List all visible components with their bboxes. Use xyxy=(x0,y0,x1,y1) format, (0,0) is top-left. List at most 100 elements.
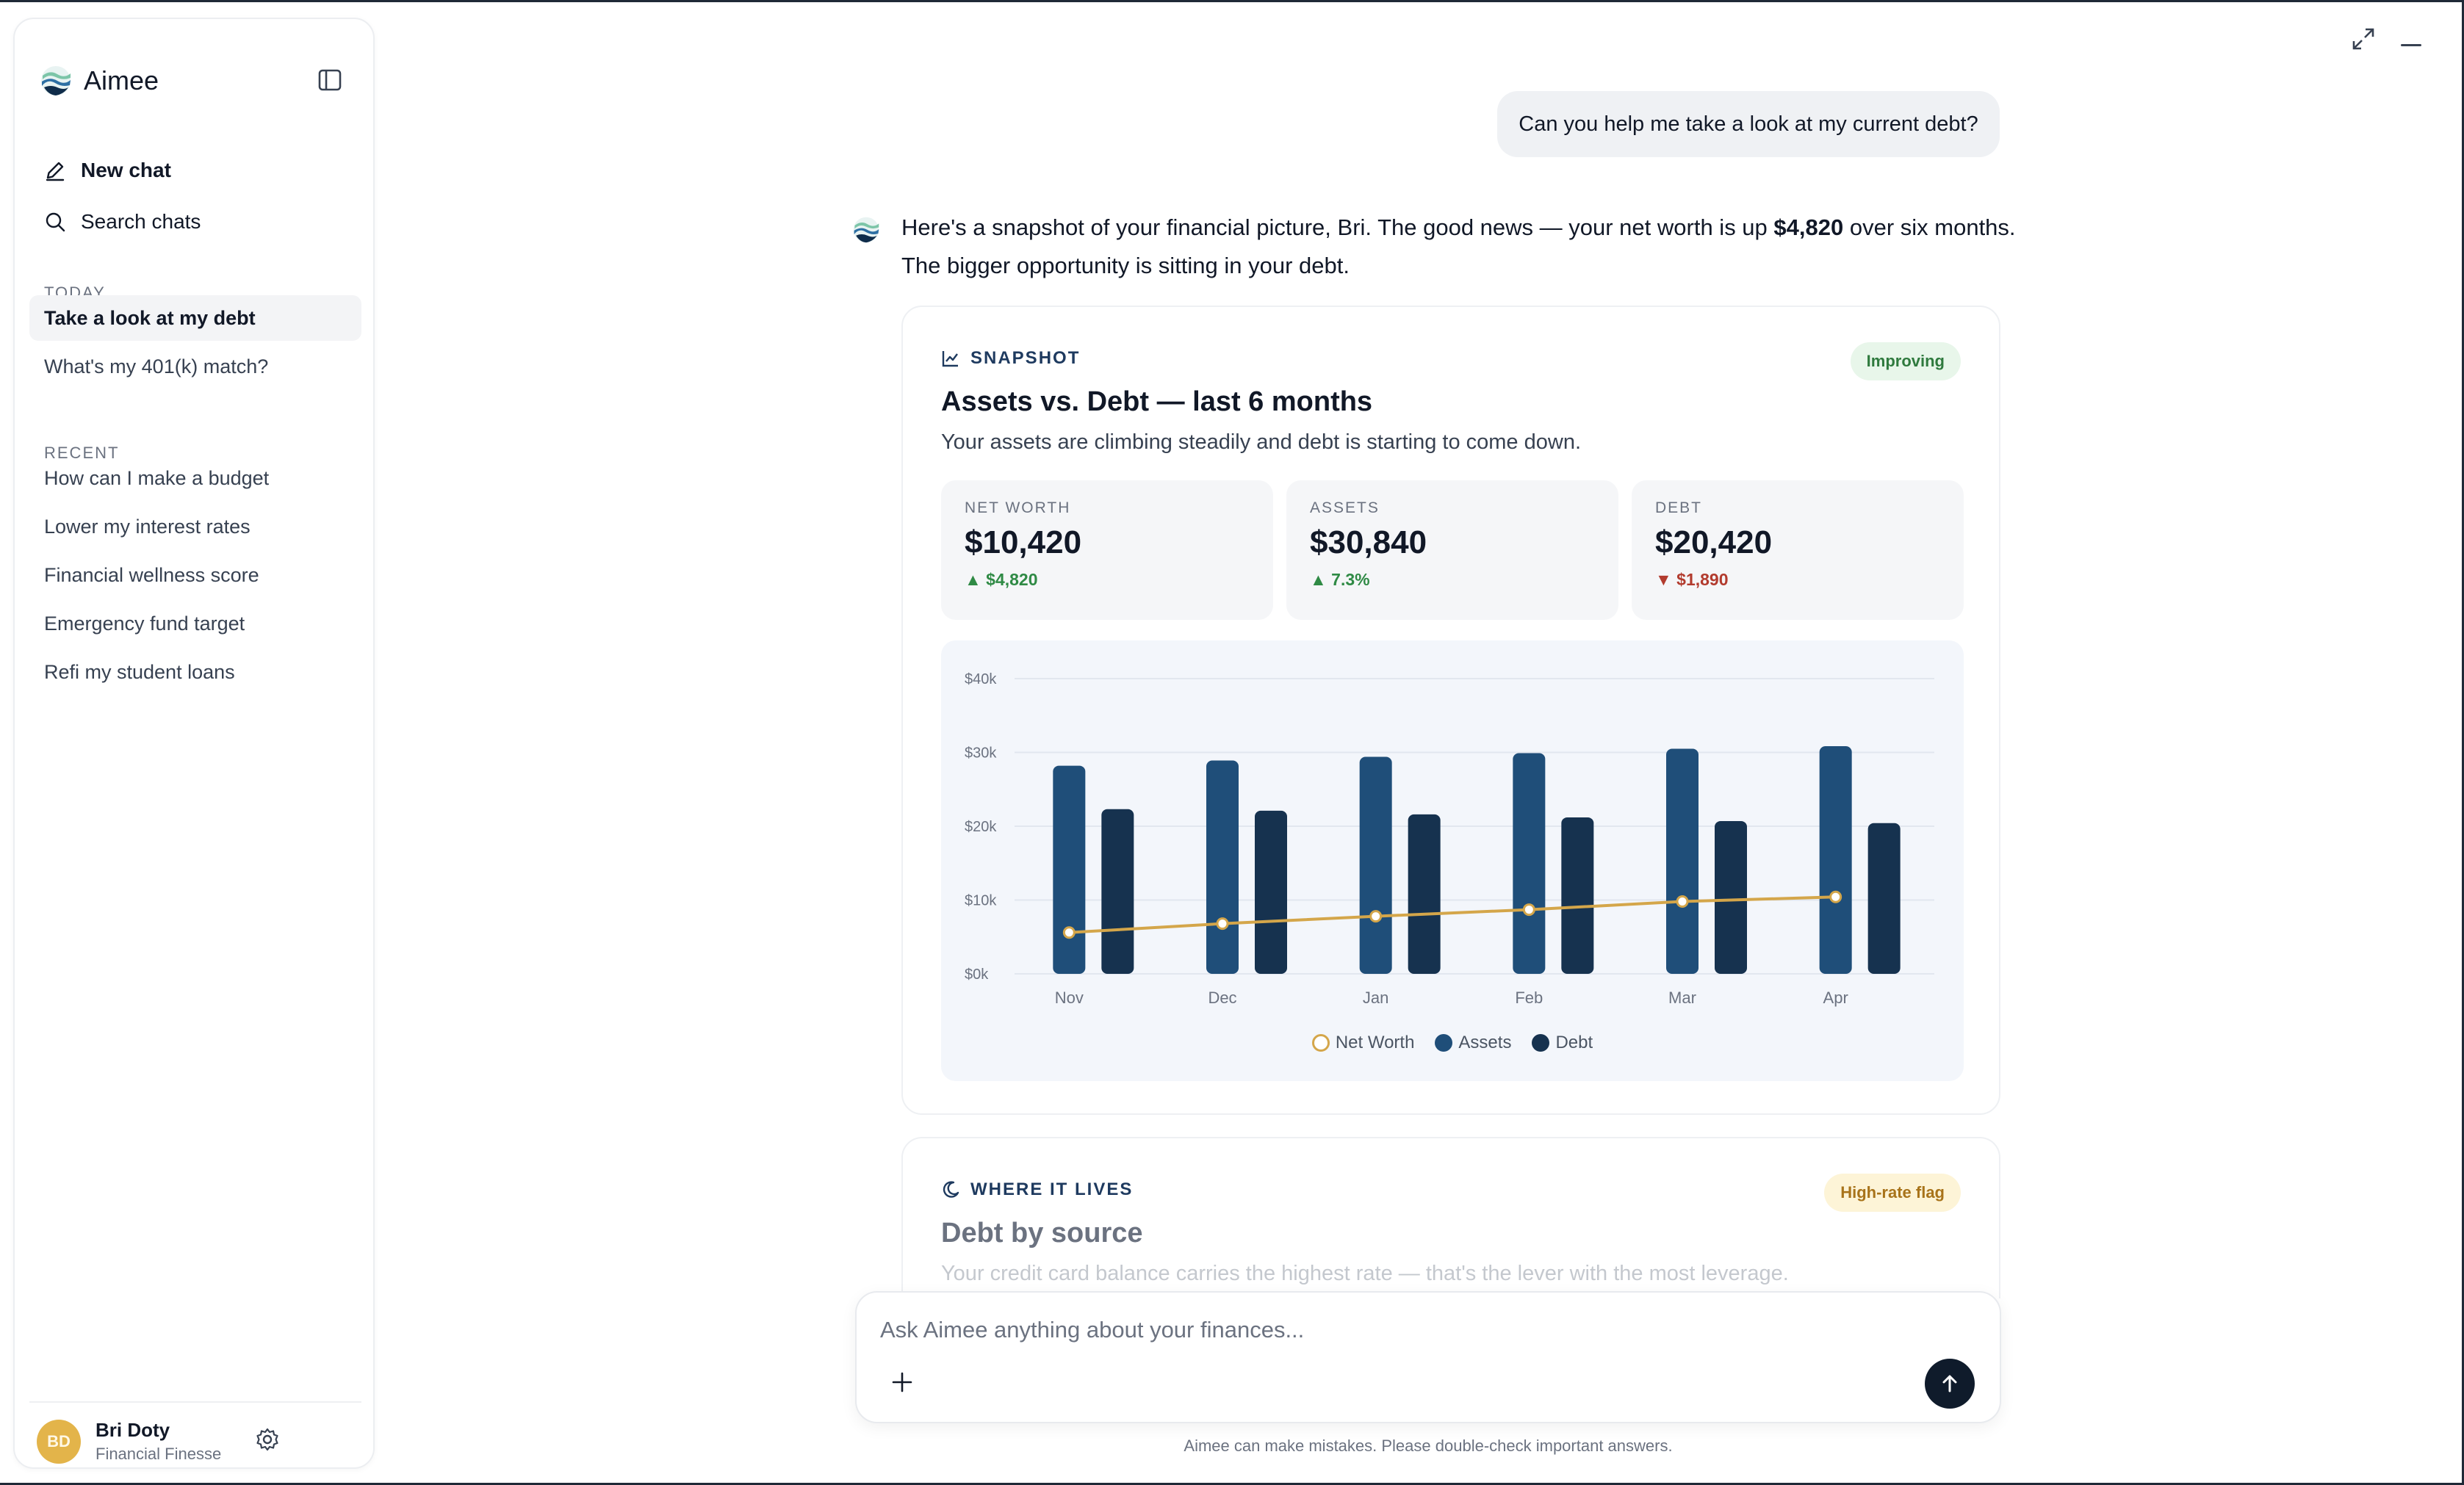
x-tick-label: Dec xyxy=(1208,989,1236,1007)
net-worth-point xyxy=(1676,895,1689,908)
section-label-recent: RECENT xyxy=(44,444,120,462)
stats-row: NET WORTH $10,420 ▲ $4,820 ASSETS $30,84… xyxy=(941,480,1964,620)
bar-assets xyxy=(1513,753,1546,974)
chart-container: $0k $10k $20k $30k $40k Nov Dec Jan Feb Mar Apr Ne… xyxy=(941,640,1964,1081)
card-subtitle: Your assets are climbing steadily and de… xyxy=(941,430,1582,454)
assistant-text-1: Here's a snapshot of your financial pict… xyxy=(901,214,1774,240)
net-worth-point xyxy=(1216,917,1229,931)
app-name: Aimee xyxy=(84,65,159,95)
chart-legend: Net Worth Assets Debt xyxy=(941,1033,1964,1053)
chat-input[interactable] xyxy=(880,1312,1909,1348)
bar-debt xyxy=(1255,810,1287,974)
moon-icon xyxy=(943,1181,959,1198)
sidebar: Aimee New chat Search chats TODAY Take a… xyxy=(13,18,375,1469)
stat-delta: ▲ $4,820 xyxy=(965,570,1038,589)
status-badge: Improving xyxy=(1850,342,1961,380)
user-message-bubble: Can you help me take a look at my curren… xyxy=(1497,91,2000,157)
new-chat-label: New chat xyxy=(81,159,171,181)
net-worth-point xyxy=(1829,890,1842,903)
profile-subtitle: Financial Finesse xyxy=(96,1445,222,1463)
new-chat-button[interactable]: New chat xyxy=(43,153,171,188)
sidebar-toggle-icon[interactable] xyxy=(316,66,344,94)
snapshot-eyebrow-label: SNAPSHOT xyxy=(970,348,1081,368)
history-item-interest[interactable]: Lower my interest rates xyxy=(44,515,251,538)
high-rate-badge: High-rate flag xyxy=(1824,1174,1961,1212)
stat-net-worth: NET WORTH $10,420 ▲ $4,820 xyxy=(941,480,1273,620)
bar-assets xyxy=(1206,760,1239,974)
y-tick-label: $40k xyxy=(965,671,997,687)
legend-label-assets: Assets xyxy=(1458,1033,1512,1052)
expand-icon[interactable] xyxy=(2349,25,2377,53)
search-chats-label: Search chats xyxy=(81,210,201,233)
window-frame-right xyxy=(2462,0,2464,1485)
where-it-lives-card: WHERE IT LIVES High-rate flag Debt by so… xyxy=(901,1137,2000,1298)
bar-assets xyxy=(1359,756,1392,974)
search-icon xyxy=(46,212,65,232)
stat-label: DEBT xyxy=(1655,499,1703,516)
stat-label: ASSETS xyxy=(1310,499,1380,516)
bar-assets xyxy=(1053,765,1086,974)
bar-debt xyxy=(1867,823,1901,974)
bar-assets xyxy=(1666,748,1698,974)
assets-debt-chart: $0k $10k $20k $30k $40k Nov Dec Jan Feb Mar Apr xyxy=(965,671,1934,1007)
arrow-up-icon xyxy=(1942,1375,1957,1392)
plus-icon[interactable] xyxy=(889,1369,915,1395)
history-item-401k[interactable]: What's my 401(k) match? xyxy=(44,355,269,377)
legend-swatch-assets xyxy=(1435,1034,1453,1052)
bar-assets xyxy=(1819,746,1852,974)
x-tick-label: Feb xyxy=(1515,989,1543,1007)
bar-debt xyxy=(1715,820,1747,974)
stat-value: $30,840 xyxy=(1310,524,1427,560)
assistant-text-2: over six months. The bigger opportunity … xyxy=(901,214,2016,278)
net-worth-point xyxy=(1062,926,1076,939)
history-item-budget[interactable]: How can I make a budget xyxy=(44,466,270,489)
where-subtitle: Your credit card balance carries the hig… xyxy=(941,1262,1789,1285)
history-item-refi[interactable]: Refi my student loans xyxy=(44,660,235,683)
profile-name: Bri Doty xyxy=(96,1419,170,1441)
search-chats-button[interactable]: Search chats xyxy=(43,204,201,239)
assistant-message: Here's a snapshot of your financial pict… xyxy=(901,209,2018,285)
brand[interactable]: Aimee xyxy=(40,65,159,97)
send-button[interactable] xyxy=(1925,1359,1975,1409)
line-chart-icon xyxy=(942,351,958,367)
history-item-emergency[interactable]: Emergency fund target xyxy=(44,612,245,635)
window-frame-top xyxy=(0,0,2464,2)
snapshot-eyebrow: SNAPSHOT xyxy=(941,348,1080,369)
legend-swatch-net-worth xyxy=(1311,1034,1330,1052)
history-item-debt[interactable]: Take a look at my debt xyxy=(29,295,361,341)
chat-composer xyxy=(855,1291,2001,1423)
net-worth-point xyxy=(1522,903,1535,917)
bar-debt xyxy=(1408,814,1441,974)
x-tick-label: Jan xyxy=(1363,989,1388,1007)
y-tick-label: $30k xyxy=(965,745,997,762)
window-frame-bottom xyxy=(0,1483,2464,1485)
history-item-wellness[interactable]: Financial wellness score xyxy=(44,563,259,586)
net-worth-line xyxy=(1069,895,1836,934)
legend-item-debt[interactable]: Debt xyxy=(1532,1033,1593,1053)
avatar: BD xyxy=(37,1419,81,1464)
sidebar-divider xyxy=(29,1401,361,1403)
stat-value: $10,420 xyxy=(965,524,1082,560)
minimize-icon[interactable] xyxy=(2401,44,2421,46)
x-tick-label: Nov xyxy=(1055,989,1084,1007)
snapshot-card: SNAPSHOT Improving Assets vs. Debt — las… xyxy=(901,306,2000,1115)
stat-value: $20,420 xyxy=(1655,524,1773,560)
stat-delta: ▼ $1,890 xyxy=(1655,570,1729,589)
user-profile[interactable]: BD Bri Doty Financial Finesse xyxy=(37,1419,221,1464)
legend-item-assets[interactable]: Assets xyxy=(1435,1033,1511,1053)
x-tick-label: Mar xyxy=(1668,989,1696,1007)
net-worth-point xyxy=(1369,910,1383,923)
y-tick-label: $20k xyxy=(965,819,997,835)
gear-icon[interactable] xyxy=(254,1426,281,1453)
y-tick-label: $10k xyxy=(965,893,997,909)
y-tick-label: $0k xyxy=(965,966,989,983)
card-title: Assets vs. Debt — last 6 months xyxy=(941,386,1373,417)
legend-label-net-worth: Net Worth xyxy=(1335,1033,1415,1052)
legend-swatch-debt xyxy=(1532,1034,1550,1052)
legend-label-debt: Debt xyxy=(1555,1033,1593,1052)
legend-item-net-worth[interactable]: Net Worth xyxy=(1311,1033,1415,1053)
bar-debt xyxy=(1561,817,1594,974)
assistant-text-bold: $4,820 xyxy=(1773,214,1844,240)
assistant-avatar-icon xyxy=(853,217,879,243)
x-tick-label: Apr xyxy=(1823,989,1848,1007)
